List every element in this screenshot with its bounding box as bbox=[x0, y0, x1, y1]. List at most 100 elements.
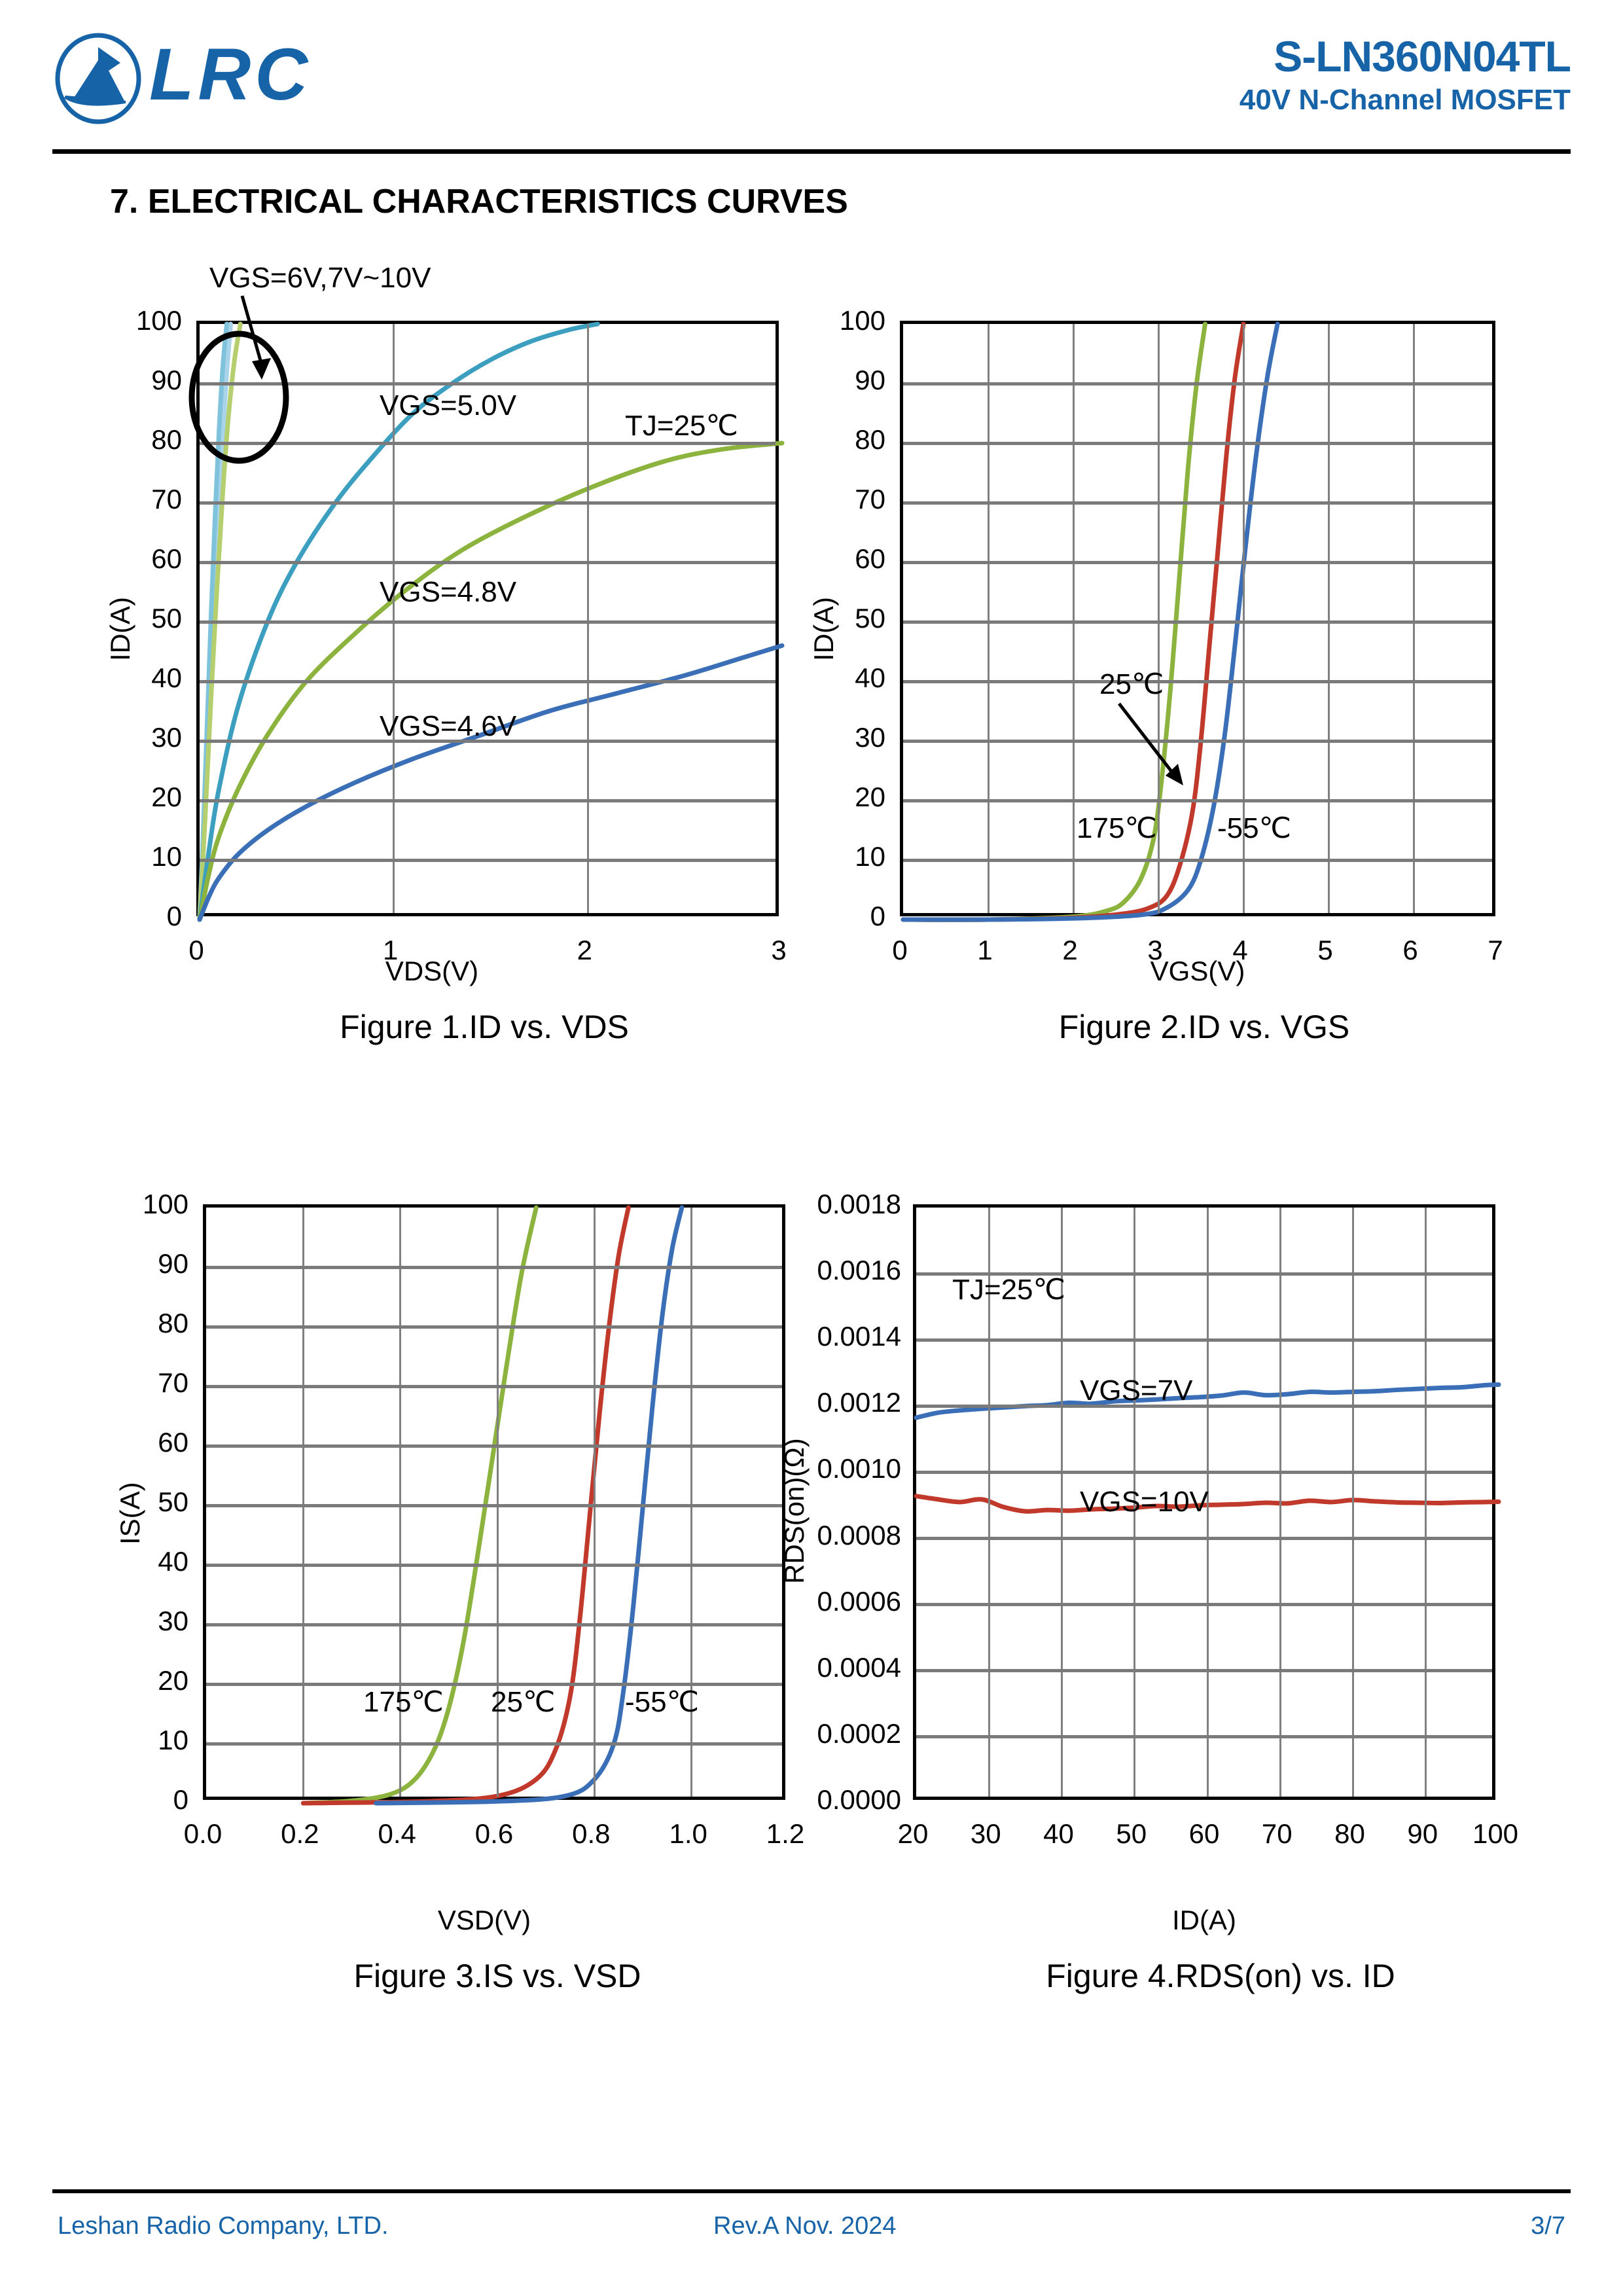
data-series-line bbox=[300, 1205, 539, 1806]
axis-tick-label-y: 0.0012 bbox=[817, 1387, 901, 1418]
axis-tick-label-y: 30 bbox=[151, 722, 182, 753]
figure-4-caption: Figure 4.RDS(on) vs. ID bbox=[1046, 1958, 1395, 1994]
gridline-horizontal bbox=[903, 560, 1492, 564]
figure-1-annotation-vgs-bundle: VGS=6V,7V~10V bbox=[209, 262, 431, 294]
gridline-vertical bbox=[1327, 324, 1330, 913]
gridline-horizontal bbox=[206, 1563, 782, 1567]
gridline-vertical bbox=[690, 1208, 693, 1797]
gridline-vertical bbox=[1412, 324, 1415, 913]
figure-1-x-axis-label: VDS(V) bbox=[385, 956, 479, 986]
axis-tick-label-y: 20 bbox=[855, 781, 885, 812]
gridline-horizontal bbox=[903, 382, 1492, 386]
axis-tick-label-x: 0.0 bbox=[183, 1818, 223, 1849]
axis-tick-label-y: 60 bbox=[855, 543, 885, 574]
figure-1-annotation-tj: TJ=25℃ bbox=[625, 410, 738, 442]
figure-4-y-axis-label: RDS(on)(Ω) bbox=[779, 1438, 810, 1584]
gridline-horizontal bbox=[903, 501, 1492, 505]
data-series-line bbox=[914, 1494, 1501, 1514]
gridline-horizontal bbox=[206, 1742, 782, 1746]
axis-tick-label-y: 100 bbox=[135, 305, 182, 336]
footer-page-number: 3/7 bbox=[1531, 2212, 1565, 2240]
gridline-horizontal bbox=[200, 501, 776, 505]
gridline-horizontal bbox=[200, 858, 776, 862]
gridline-vertical bbox=[1206, 1208, 1209, 1797]
gridline-vertical bbox=[586, 324, 589, 913]
gridline-horizontal bbox=[206, 1623, 782, 1626]
gridline-horizontal bbox=[903, 679, 1492, 683]
axis-tick-label-x: 40 bbox=[1043, 1818, 1074, 1849]
axis-tick-label-x: 2 bbox=[1062, 935, 1078, 965]
axis-tick-label-x: 60 bbox=[1188, 1818, 1220, 1849]
axis-tick-label-x: 1.2 bbox=[766, 1818, 805, 1849]
figure-2-plot-area bbox=[900, 321, 1495, 922]
gridline-vertical bbox=[1425, 1208, 1427, 1797]
figure-1-annotation-vgs-46v: VGS=4.6V bbox=[380, 710, 517, 742]
gridline-vertical bbox=[1279, 1208, 1281, 1797]
gridline-horizontal bbox=[916, 1470, 1492, 1474]
gridline-horizontal bbox=[903, 858, 1492, 862]
gridline-horizontal bbox=[200, 382, 776, 386]
figure-1-caption: Figure 1.ID vs. VDS bbox=[340, 1009, 629, 1045]
axis-tick-label-x: 2 bbox=[577, 935, 593, 965]
part-subtitle: 40V N-Channel MOSFET bbox=[1239, 84, 1571, 116]
axis-tick-label-x: 1 bbox=[382, 935, 399, 965]
axis-tick-label-x: 0.2 bbox=[281, 1818, 319, 1849]
gridline-vertical bbox=[1133, 1208, 1136, 1797]
figure-1-plot-area bbox=[196, 321, 785, 922]
figure-2-y-axis-label: ID(A) bbox=[808, 597, 839, 661]
figure-4-annotation-tj: TJ=25℃ bbox=[952, 1274, 1065, 1306]
axis-tick-label-y: 100 bbox=[142, 1189, 188, 1219]
axis-tick-label-y: 10 bbox=[151, 841, 182, 872]
gridline-horizontal bbox=[916, 1338, 1492, 1342]
axis-tick-label-y: 90 bbox=[158, 1248, 188, 1279]
axis-tick-label-y: 0.0008 bbox=[817, 1519, 901, 1551]
gridline-vertical bbox=[1242, 324, 1245, 913]
axis-tick-label-x: 90 bbox=[1407, 1818, 1438, 1849]
figure-4-x-axis-label: ID(A) bbox=[1172, 1905, 1236, 1935]
figure-1-y-axis-label: ID(A) bbox=[105, 597, 135, 661]
axis-tick-label-y: 70 bbox=[855, 484, 885, 514]
gridline-vertical bbox=[1061, 1208, 1063, 1797]
gridline-horizontal bbox=[916, 1537, 1492, 1541]
figure-2-annotation-175c: 175℃ bbox=[1077, 812, 1157, 844]
axis-tick-label-y: 0.0004 bbox=[817, 1651, 901, 1683]
figure-2-caption: Figure 2.ID vs. VGS bbox=[1058, 1009, 1350, 1045]
figure-4-rdson-vs-id: 0.0000 0.0002 0.0004 0.0006 0.0008 0.0010 0.00… bbox=[779, 1073, 1623, 2186]
gridline-horizontal bbox=[206, 1503, 782, 1507]
gridline-vertical bbox=[302, 1208, 304, 1797]
axis-tick-label-x: 70 bbox=[1261, 1818, 1293, 1849]
axis-tick-label-x: 1 bbox=[977, 935, 993, 965]
axis-tick-label-y: 100 bbox=[839, 305, 885, 336]
axis-tick-label-x: 4 bbox=[1232, 935, 1248, 965]
gridline-horizontal bbox=[206, 1384, 782, 1388]
gridline-vertical bbox=[1352, 1208, 1354, 1797]
gridline-vertical bbox=[399, 1208, 402, 1797]
gridline-horizontal bbox=[200, 560, 776, 564]
axis-tick-label-y: 20 bbox=[158, 1665, 188, 1696]
axis-tick-label-y: 0.0010 bbox=[817, 1453, 901, 1484]
gridline-horizontal bbox=[903, 620, 1492, 624]
axis-tick-label-x: 0 bbox=[892, 935, 908, 965]
lrc-triangle-logo-icon bbox=[52, 33, 144, 124]
gridline-horizontal bbox=[206, 1682, 782, 1686]
axis-tick-label-y: 0.0014 bbox=[817, 1321, 901, 1352]
gridline-vertical bbox=[1072, 324, 1075, 913]
figure-3-plot-area bbox=[203, 1204, 785, 1806]
gridline-vertical bbox=[988, 1208, 990, 1797]
axis-tick-label-y: 40 bbox=[151, 662, 182, 693]
axis-tick-label-y: 40 bbox=[158, 1546, 188, 1577]
figure-3-annotation-25c: 25℃ bbox=[491, 1686, 556, 1718]
axis-tick-label-y: 10 bbox=[158, 1725, 188, 1755]
axis-tick-label-y: 50 bbox=[158, 1486, 188, 1517]
axis-tick-label-x: 1.0 bbox=[669, 1818, 707, 1849]
axis-tick-label-x: 3 bbox=[771, 935, 787, 965]
gridline-horizontal bbox=[903, 798, 1492, 802]
axis-tick-label-y: 0 bbox=[173, 1784, 188, 1815]
figure-3-annotation-neg55c: -55℃ bbox=[625, 1686, 700, 1718]
gridline-horizontal bbox=[206, 1265, 782, 1269]
gridline-horizontal bbox=[916, 1603, 1492, 1607]
data-series-line bbox=[901, 321, 1280, 922]
axis-tick-label-y: 0 bbox=[166, 901, 182, 931]
page-header: LRC S-LN360N04TL 40V N-Channel MOSFET bbox=[0, 0, 1623, 154]
axis-tick-label-x: 0.6 bbox=[474, 1818, 514, 1849]
